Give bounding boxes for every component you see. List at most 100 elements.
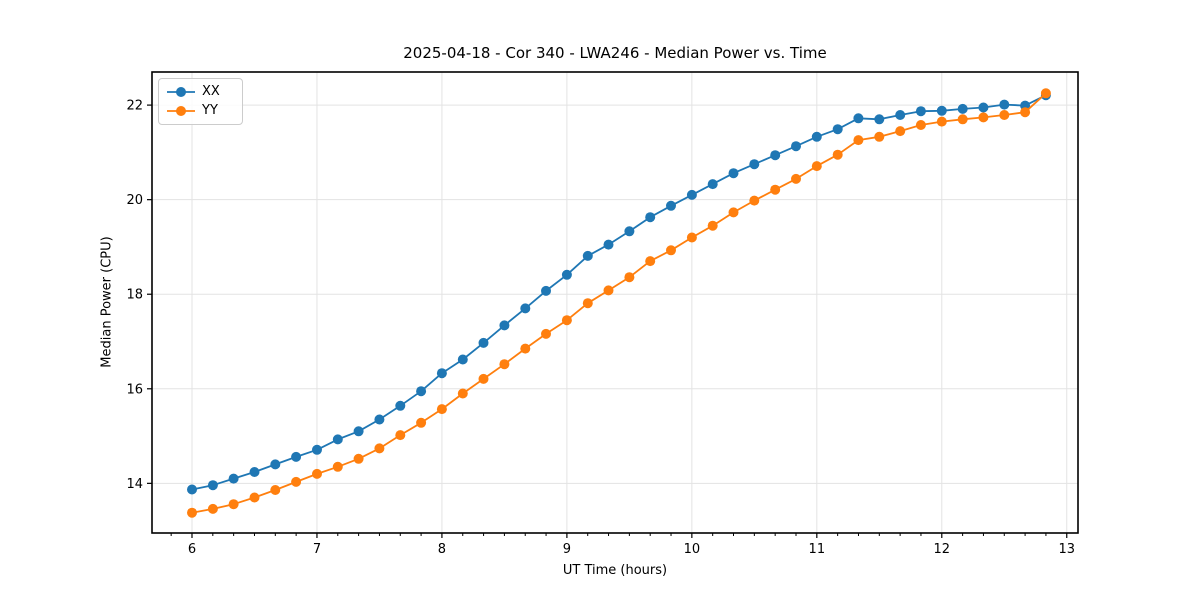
data-point-XX xyxy=(187,484,197,495)
data-point-XX xyxy=(999,99,1010,110)
data-point-YY xyxy=(811,161,822,172)
data-point-XX xyxy=(249,467,260,477)
data-point-YY xyxy=(791,173,801,184)
data-point-YY xyxy=(291,476,302,487)
chart-title: 2025-04-18 - Cor 340 - LWA246 - Median P… xyxy=(403,44,827,62)
data-point-YY xyxy=(249,492,260,503)
data-point-XX xyxy=(436,368,447,379)
data-point-YY xyxy=(520,343,531,354)
data-point-YY xyxy=(207,503,218,514)
data-point-YY xyxy=(707,220,718,231)
data-point-YY xyxy=(603,285,614,296)
data-point-YY xyxy=(312,468,322,479)
data-point-XX xyxy=(228,473,239,484)
y-tick-label: 16 xyxy=(126,382,143,397)
data-point-YY xyxy=(187,507,197,518)
x-tick-label: 10 xyxy=(684,542,701,557)
data-point-XX xyxy=(915,106,926,117)
data-point-XX xyxy=(895,110,906,120)
data-point-YY xyxy=(624,272,635,283)
y-tick-label: 22 xyxy=(126,99,143,114)
data-point-XX xyxy=(374,414,385,425)
x-tick-label: 9 xyxy=(563,542,571,557)
data-point-YY xyxy=(874,131,885,142)
axes-box xyxy=(151,71,1079,534)
data-point-YY xyxy=(1020,107,1031,118)
data-point-YY xyxy=(541,328,551,339)
data-point-YY xyxy=(749,195,760,206)
data-point-YY xyxy=(978,112,989,123)
legend: XX YY xyxy=(158,78,243,125)
data-point-XX xyxy=(749,159,760,170)
data-point-XX xyxy=(728,168,739,179)
data-point-YY xyxy=(499,359,510,370)
legend-item: XX xyxy=(166,84,232,100)
legend-label: XX xyxy=(202,84,220,99)
data-point-XX xyxy=(645,212,656,223)
data-point-XX xyxy=(978,102,989,113)
data-point-YY xyxy=(1040,88,1051,99)
x-tick-label: 13 xyxy=(1058,542,1075,557)
data-point-YY xyxy=(666,245,676,256)
data-point-XX xyxy=(478,337,489,348)
data-point-YY xyxy=(228,499,239,510)
data-point-XX xyxy=(791,141,801,152)
data-point-YY xyxy=(478,373,489,384)
data-point-XX xyxy=(770,150,781,161)
data-point-XX xyxy=(707,179,718,190)
x-axis-label: UT Time (hours) xyxy=(562,563,668,578)
data-point-YY xyxy=(561,315,572,326)
data-point-XX xyxy=(874,114,885,125)
data-point-YY xyxy=(353,453,364,464)
data-point-XX xyxy=(207,480,218,491)
legend-item: YY xyxy=(166,103,232,119)
data-point-XX xyxy=(499,320,510,331)
legend-label: YY xyxy=(202,103,218,118)
data-point-YY xyxy=(770,184,781,195)
data-point-XX xyxy=(811,131,822,142)
data-point-YY xyxy=(270,485,281,495)
data-point-XX xyxy=(686,189,697,200)
x-tick-label: 6 xyxy=(188,542,196,557)
data-point-YY xyxy=(957,114,968,125)
data-point-XX xyxy=(936,105,947,116)
data-point-XX xyxy=(353,426,364,437)
data-point-XX xyxy=(832,124,843,135)
data-point-XX xyxy=(520,303,531,314)
data-point-YY xyxy=(999,110,1010,120)
data-point-YY xyxy=(416,417,427,428)
data-point-XX xyxy=(561,269,572,280)
data-point-XX xyxy=(541,285,551,296)
data-point-YY xyxy=(457,388,468,399)
data-point-YY xyxy=(374,443,385,454)
data-point-YY xyxy=(832,149,843,160)
data-point-XX xyxy=(291,451,302,462)
data-point-YY xyxy=(395,430,406,441)
y-tick-label: 14 xyxy=(126,477,143,492)
data-point-XX xyxy=(603,239,614,250)
data-point-YY xyxy=(436,404,447,415)
y-tick-label: 20 xyxy=(126,193,143,208)
data-point-XX xyxy=(332,434,343,445)
x-tick-label: 12 xyxy=(934,542,951,557)
series-line-XX xyxy=(191,94,1047,491)
data-point-YY xyxy=(853,135,864,146)
data-point-XX xyxy=(457,354,468,365)
data-point-XX xyxy=(312,444,322,455)
data-point-XX xyxy=(666,200,676,211)
data-point-YY xyxy=(645,256,656,267)
data-point-XX xyxy=(853,113,864,124)
legend-marker-icon xyxy=(167,106,195,116)
data-point-XX xyxy=(582,250,593,261)
data-point-YY xyxy=(728,207,739,218)
x-tick-label: 11 xyxy=(809,542,826,557)
y-axis-label: Median Power (CPU) xyxy=(99,236,115,368)
y-tick-label: 18 xyxy=(126,288,143,303)
legend-marker-icon xyxy=(167,87,195,97)
data-point-XX xyxy=(624,226,635,237)
data-point-XX xyxy=(395,400,406,411)
data-point-YY xyxy=(915,120,926,130)
data-point-YY xyxy=(686,232,697,243)
data-point-YY xyxy=(582,298,593,309)
